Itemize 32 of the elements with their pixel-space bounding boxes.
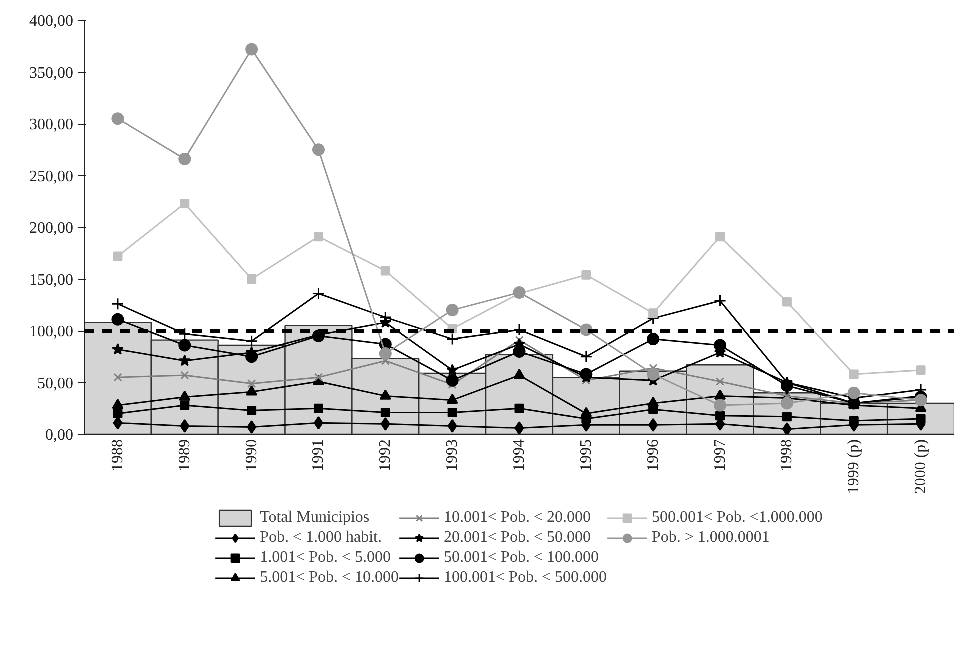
legend-label: 20.001< Pob. < 50.000 [444, 529, 591, 547]
legend-label: 1.001< Pob. < 5.000 [260, 549, 392, 567]
x-tick-label: 1996 [644, 440, 662, 472]
x-tick-label: 2000 (p) [912, 440, 930, 494]
y-tick-label: 100,00 [30, 324, 74, 340]
legend-label: 500.001< Pob. <1.000.000 [652, 509, 823, 527]
x-tick-label: 1991 [310, 440, 328, 472]
x-tick-label: 1997 [712, 440, 729, 472]
legend-label: Total Municipios [260, 509, 370, 527]
legend-label: Pob. < 1.000 habit. [260, 529, 382, 547]
y-tick-label: 400,00 [30, 13, 74, 30]
y-tick-label: 350,00 [30, 64, 74, 82]
y-tick-label: 200,00 [30, 220, 74, 237]
legend-label: 5.001< Pob. < 10.000 [260, 569, 400, 587]
y-tick-label: 50,00 [38, 375, 74, 392]
legend-label: 10.001< Pob. < 20.000 [444, 509, 591, 527]
x-tick-label: 1992 [377, 440, 394, 472]
y-tick-label: 150,00 [30, 272, 74, 289]
x-tick-label: 1988 [109, 440, 126, 472]
y-tick-label: 0,00 [46, 427, 74, 444]
x-tick-label: 1990 [243, 440, 260, 472]
legend-label: Pob. > 1.000.0001 [652, 529, 770, 547]
y-tick-label: 250,00 [30, 168, 74, 186]
x-tick-label: 1998 [778, 440, 796, 472]
x-tick-label: 1994 [511, 440, 528, 472]
x-tick-label: 1993 [444, 440, 462, 472]
legend-label: 50.001< Pob. < 100.000 [444, 549, 599, 567]
y-tick-label: 300,00 [30, 116, 74, 134]
x-tick-label: 1989 [176, 440, 194, 472]
x-tick-label: 1999 (p) [846, 440, 863, 494]
legend-label: 100.001< Pob. < 500.000 [444, 569, 607, 587]
x-tick-label: 1995 [578, 440, 595, 472]
